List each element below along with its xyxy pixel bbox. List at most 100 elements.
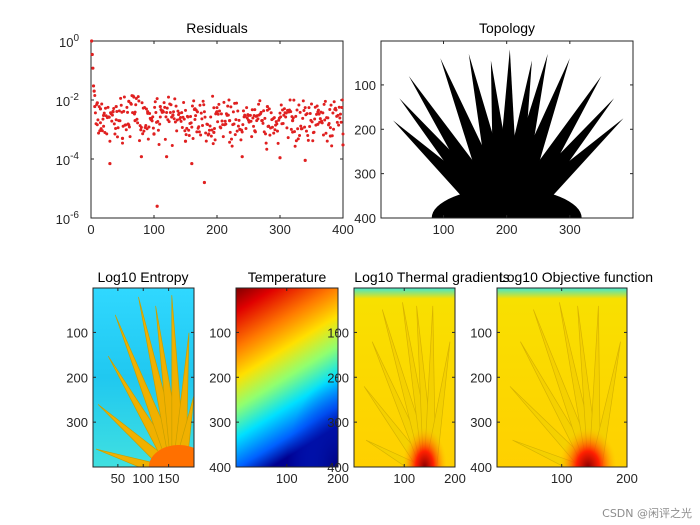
residual-point — [315, 112, 319, 116]
gradients-title: Log10 Thermal gradients — [354, 269, 509, 285]
residual-point — [332, 127, 336, 131]
x-tick-label: 150 — [158, 471, 180, 486]
x-tick-label: 100 — [551, 471, 573, 486]
residual-point — [217, 102, 221, 106]
residual-point — [257, 102, 261, 106]
residual-point — [112, 106, 116, 110]
residual-point — [279, 115, 283, 119]
residual-point — [184, 108, 187, 112]
topology-branch — [490, 60, 519, 218]
residual-point — [299, 124, 303, 128]
residual-point — [141, 132, 145, 136]
residual-point — [178, 115, 182, 119]
residual-point — [340, 98, 344, 102]
y-tick-label: 400 — [327, 460, 349, 475]
residual-point — [337, 123, 341, 127]
residual-point — [155, 97, 159, 101]
residual-point — [308, 124, 312, 128]
residual-point — [259, 110, 263, 114]
residual-point — [245, 106, 249, 110]
residual-point — [201, 124, 205, 128]
residual-point — [329, 103, 333, 107]
residual-point — [93, 94, 97, 98]
residual-point — [281, 122, 285, 126]
residual-point — [331, 111, 335, 115]
residual-point — [303, 125, 307, 129]
residual-point — [322, 102, 326, 106]
residual-point — [231, 110, 235, 114]
y-tick-label: 10-4 — [56, 151, 80, 168]
residual-point — [297, 103, 301, 107]
residual-point — [250, 108, 254, 112]
residual-point — [272, 131, 276, 135]
residual-point — [105, 132, 109, 136]
residual-point — [197, 125, 201, 129]
topology-ticks: 100 200 300 100 200 300 400 — [354, 41, 633, 237]
residual-point — [192, 99, 196, 103]
residual-point — [127, 125, 131, 129]
residual-point — [122, 95, 126, 99]
y-tick-label: 100 — [66, 325, 88, 340]
residual-point — [125, 105, 129, 109]
residual-point — [236, 109, 240, 113]
residual-point — [291, 116, 295, 120]
residual-point — [228, 119, 232, 123]
residual-point — [301, 116, 305, 120]
residual-point — [275, 129, 279, 133]
residual-point — [126, 110, 130, 114]
entropy-branch — [95, 448, 173, 467]
gradients-ticks: 100 200 100 200 300 400 — [327, 288, 466, 486]
residual-point — [305, 112, 309, 116]
residual-point — [228, 130, 232, 134]
residual-point — [139, 128, 143, 132]
residual-point — [230, 144, 234, 148]
residual-point — [216, 112, 220, 116]
residual-point — [98, 107, 103, 111]
residual-point — [313, 117, 317, 121]
residual-point — [115, 109, 119, 113]
residual-point — [118, 119, 122, 123]
residual-point — [204, 131, 208, 135]
residual-point — [173, 97, 177, 101]
residual-point — [338, 112, 342, 116]
residual-point — [208, 124, 212, 128]
residual-point — [253, 130, 257, 134]
y-tick-label: 300 — [354, 167, 376, 182]
residual-point — [147, 125, 151, 129]
residual-point — [213, 138, 217, 142]
residual-point — [325, 139, 329, 143]
x-tick-label: 400 — [332, 222, 354, 237]
residual-point — [258, 99, 262, 103]
residual-point — [245, 116, 249, 120]
residual-point — [210, 128, 214, 132]
residual-point — [93, 111, 97, 115]
residual-point — [103, 106, 107, 110]
residual-point — [273, 128, 277, 132]
residual-point — [286, 136, 290, 140]
residual-point — [268, 133, 272, 137]
residual-point — [237, 118, 241, 122]
residual-point — [170, 144, 174, 148]
residual-point — [229, 105, 233, 109]
residual-point — [327, 122, 331, 126]
residual-point — [340, 106, 344, 110]
residual-point — [336, 113, 340, 117]
residual-point — [337, 105, 341, 109]
residual-point — [134, 103, 138, 107]
residual-point — [235, 101, 239, 105]
residual-point — [175, 118, 179, 122]
residual-point — [240, 130, 244, 134]
residual-point — [307, 106, 311, 110]
residual-point — [330, 134, 334, 138]
residual-point — [265, 104, 269, 109]
residual-point — [139, 125, 143, 129]
residual-point — [127, 99, 131, 103]
residual-point — [114, 127, 118, 131]
residual-point — [234, 118, 238, 122]
residual-point — [267, 124, 271, 128]
y-tick-label: 400 — [209, 460, 231, 475]
topology-branch — [497, 98, 615, 218]
residual-point — [241, 109, 245, 113]
residual-point — [201, 99, 205, 103]
